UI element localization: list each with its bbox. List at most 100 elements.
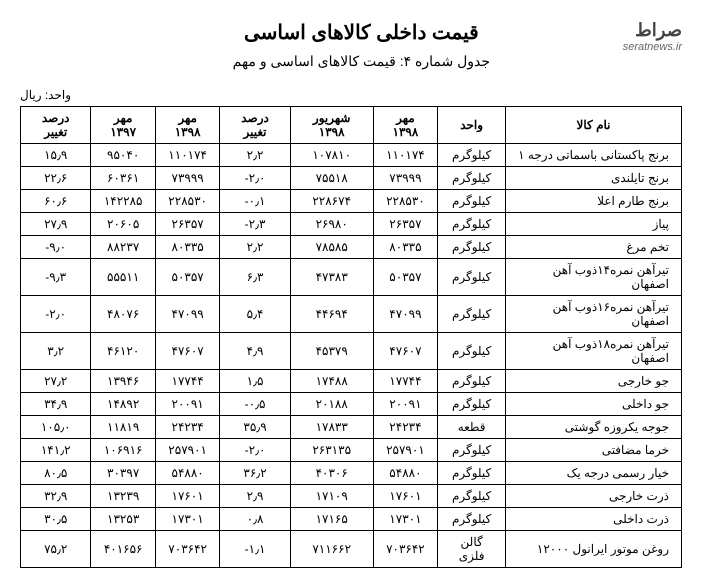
table-cell: ذرت خارجی [506, 485, 682, 508]
table-row: جوجه یکروزه گوشتیقطعه۲۴۲۳۴۱۷۸۳۳۳۵٫۹۲۴۲۳۴… [21, 416, 682, 439]
table-cell: ۷۵٫۲ [21, 531, 91, 568]
table-cell: ۲۲۸۶۷۴ [290, 190, 373, 213]
table-cell: برنج پاکستانی باسماتی درجه ۱ [506, 144, 682, 167]
table-cell: ۲۵۷۹۰۱ [155, 439, 219, 462]
table-cell: ۴۰۳۰۶ [290, 462, 373, 485]
table-cell: پیاز [506, 213, 682, 236]
table-cell: ۲۶۳۵۷ [373, 213, 437, 236]
table-cell: ۲۶۹۸۰ [290, 213, 373, 236]
table-cell: ۰٫۸ [220, 508, 290, 531]
table-cell: ۳۴٫۹ [21, 393, 91, 416]
table-cell: ۱۱۰۱۷۴ [373, 144, 437, 167]
table-cell: ۱٫۵ [220, 370, 290, 393]
table-cell: روغن موتور ایرانول ۱۲۰۰۰ [506, 531, 682, 568]
table-cell: ۱۷۱۰۹ [290, 485, 373, 508]
table-cell: ۴۷۶۰۷ [155, 333, 219, 370]
table-cell: ۴۵۳۷۹ [290, 333, 373, 370]
table-cell: ۸۰۳۳۵ [373, 236, 437, 259]
table-cell: ۵٫۴ [220, 296, 290, 333]
table-cell: ۵۵۵۱۱ [91, 259, 155, 296]
table-cell: کیلوگرم [438, 190, 506, 213]
table-cell: کیلوگرم [438, 462, 506, 485]
table-cell: ۵۰۳۵۷ [373, 259, 437, 296]
col-unit: واحد [438, 107, 506, 144]
table-cell: ۴۷۳۸۳ [290, 259, 373, 296]
logo-url: seratnews.ir [623, 41, 682, 53]
table-cell: ۳۵٫۹ [220, 416, 290, 439]
table-cell: ۰٫۱- [220, 190, 290, 213]
table-cell: کیلوگرم [438, 236, 506, 259]
table-cell: ۲٫۹ [220, 485, 290, 508]
table-cell: ۱۷۱۶۵ [290, 508, 373, 531]
table-cell: ۱۷۷۴۴ [155, 370, 219, 393]
table-cell: ۷۱۱۶۶۲ [290, 531, 373, 568]
table-cell: تخم مرغ [506, 236, 682, 259]
page-title: قیمت داخلی کالاهای اساسی [100, 20, 623, 45]
col-change1: درصد تغییر [220, 107, 290, 144]
table-cell: ۱۴۲۲۸۵ [91, 190, 155, 213]
table-cell: ۷۸۵۸۵ [290, 236, 373, 259]
table-cell: کیلوگرم [438, 144, 506, 167]
table-cell: ۴۰۱۶۵۶ [91, 531, 155, 568]
table-cell: ۷۰۳۶۴۲ [155, 531, 219, 568]
table-cell: ۲۶۳۵۷ [155, 213, 219, 236]
table-cell: ۳۶٫۲ [220, 462, 290, 485]
table-cell: ۵۴۸۸۰ [155, 462, 219, 485]
table-row: برنج پاکستانی باسماتی درجه ۱کیلوگرم۱۱۰۱۷… [21, 144, 682, 167]
table-cell: جو داخلی [506, 393, 682, 416]
table-row: برنج تایلندیکیلوگرم۷۳۹۹۹۷۵۵۱۸۲٫۰-۷۳۹۹۹۶۰… [21, 167, 682, 190]
table-cell: کیلوگرم [438, 508, 506, 531]
table-cell: کیلوگرم [438, 296, 506, 333]
table-row: تخم مرغکیلوگرم۸۰۳۳۵۷۸۵۸۵۲٫۲۸۰۳۳۵۸۸۲۳۷۹٫۰… [21, 236, 682, 259]
table-cell: ۴۷۶۰۷ [373, 333, 437, 370]
table-cell: ۱۷۴۸۸ [290, 370, 373, 393]
table-cell: ۲٫۰- [220, 439, 290, 462]
price-table: نام کالا واحد مهر ۱۳۹۸ شهریور ۱۳۹۸ درصد … [20, 106, 682, 568]
page-subtitle: جدول شماره ۴: قیمت کالاهای اساسی و مهم [100, 53, 623, 70]
table-cell: ۱۰۶۹۱۶ [91, 439, 155, 462]
table-cell: ۴۴۶۹۴ [290, 296, 373, 333]
table-cell: کیلوگرم [438, 439, 506, 462]
table-cell: کیلوگرم [438, 393, 506, 416]
table-cell: ۹٫۰- [21, 236, 91, 259]
col-mehr98a: مهر ۱۳۹۸ [373, 107, 437, 144]
table-cell: ۶۰۳۶۱ [91, 167, 155, 190]
table-cell: خیار رسمی درجه یک [506, 462, 682, 485]
table-cell: ۱۱۸۱۹ [91, 416, 155, 439]
col-name: نام کالا [506, 107, 682, 144]
table-cell: قطعه [438, 416, 506, 439]
table-cell: ۷۰۳۶۴۲ [373, 531, 437, 568]
table-row: تیرآهن نمره۱۸ذوب آهن اصفهانکیلوگرم۴۷۶۰۷۴… [21, 333, 682, 370]
table-cell: تیرآهن نمره۱۴ذوب آهن اصفهان [506, 259, 682, 296]
unit-label: واحد: ریال [20, 88, 682, 102]
table-cell: ۲٫۳- [220, 213, 290, 236]
table-cell: ۸۰٫۵ [21, 462, 91, 485]
table-cell: ۵۴۸۸۰ [373, 462, 437, 485]
table-cell: ۷۵۵۱۸ [290, 167, 373, 190]
table-cell: ذرت داخلی [506, 508, 682, 531]
table-body: برنج پاکستانی باسماتی درجه ۱کیلوگرم۱۱۰۱۷… [21, 144, 682, 568]
table-cell: ۲۴۲۳۴ [373, 416, 437, 439]
title-section: قیمت داخلی کالاهای اساسی جدول شماره ۴: ق… [100, 20, 623, 78]
table-cell: تیرآهن نمره۱۶ذوب آهن اصفهان [506, 296, 682, 333]
table-cell: ۲۶۳۱۳۵ [290, 439, 373, 462]
table-cell: ۲۲٫۶ [21, 167, 91, 190]
table-row: خیار رسمی درجه یککیلوگرم۵۴۸۸۰۴۰۳۰۶۳۶٫۲۵۴… [21, 462, 682, 485]
table-cell: کیلوگرم [438, 333, 506, 370]
table-cell: ۱۷۷۴۴ [373, 370, 437, 393]
table-cell: ۱۴۱٫۲ [21, 439, 91, 462]
table-cell: ۳٫۲ [21, 333, 91, 370]
table-cell: ۴۸۰۷۶ [91, 296, 155, 333]
table-cell: ۱۷۳۰۱ [373, 508, 437, 531]
table-cell: ۱۷۸۳۳ [290, 416, 373, 439]
table-cell: ۱۷۶۰۱ [373, 485, 437, 508]
table-cell: ۰٫۵- [220, 393, 290, 416]
table-cell: ۴۶۱۲۰ [91, 333, 155, 370]
table-cell: جوجه یکروزه گوشتی [506, 416, 682, 439]
table-cell: ۱۳۲۵۳ [91, 508, 155, 531]
table-cell: ۸۸۲۳۷ [91, 236, 155, 259]
table-cell: ۳۰٫۵ [21, 508, 91, 531]
table-cell: ۲۲۸۵۳۰ [155, 190, 219, 213]
table-cell: ۱۳۲۳۹ [91, 485, 155, 508]
table-cell: ۴۷۰۹۹ [373, 296, 437, 333]
